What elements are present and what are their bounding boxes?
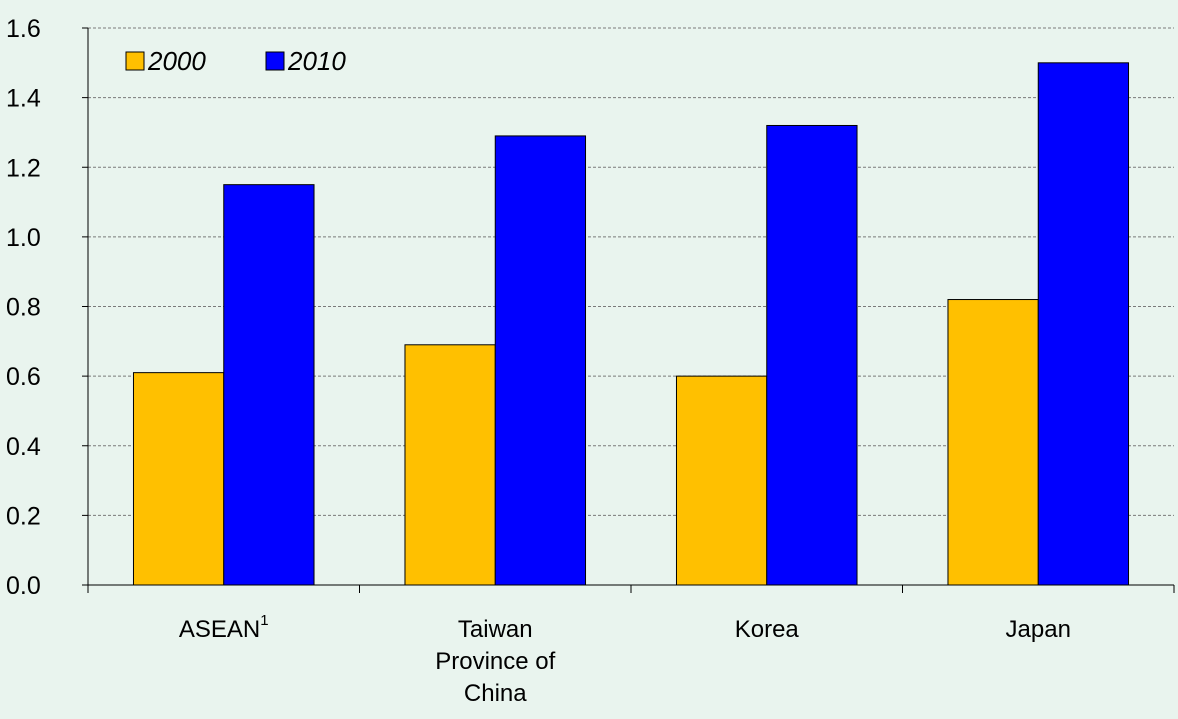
y-tick-label: 1.4 [6,85,41,113]
bar-2000-2 [675,375,768,586]
footnote-superscript: 1 [260,612,268,629]
y-tick-label: 0.8 [6,294,41,322]
bar-2010-1 [494,135,587,586]
y-tick-label: 1.2 [6,154,41,182]
x-category-label: Japan [1006,616,1071,643]
legend-swatch-2000 [125,51,145,71]
y-tick-label: 0.2 [6,502,41,530]
x-category-label: ASEAN1 [179,612,269,643]
legend-swatch-2010 [265,51,285,71]
y-tick-label: 0.0 [6,572,41,600]
bar-2000-3 [947,299,1039,586]
bar-2010-2 [766,124,858,586]
legend-label-2000: 2000 [147,46,206,76]
y-tick-label: 0.6 [6,363,41,391]
bar-2010-3 [1037,62,1130,586]
bar-2000-1 [404,344,496,586]
x-category-label: Taiwan Province of China [435,616,555,707]
y-tick-label: 0.4 [6,433,41,461]
bar-2010-0 [223,184,315,586]
x-category-label: Korea [735,616,800,643]
legend-label-2010: 2010 [287,46,346,76]
bar-2000-0 [132,372,225,586]
y-tick-label: 1.0 [6,224,41,252]
y-tick-label: 1.6 [6,15,41,43]
